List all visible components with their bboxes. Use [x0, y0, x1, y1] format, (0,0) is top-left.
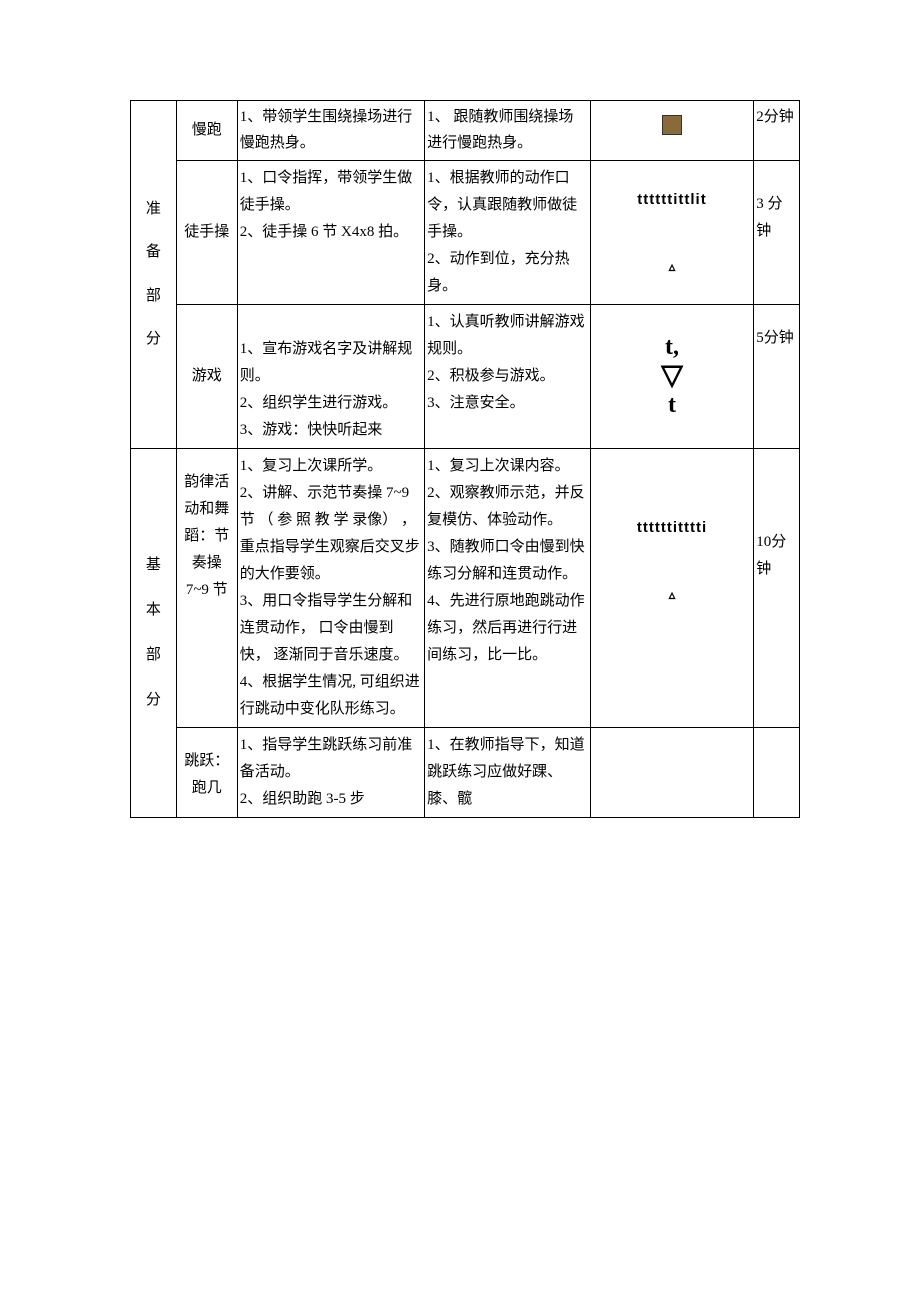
char: 分 — [133, 687, 174, 714]
t-bot: t — [593, 391, 751, 420]
square-icon — [662, 115, 682, 135]
activity-name: 游戏 — [176, 305, 237, 449]
formation-diagram — [590, 101, 753, 161]
formation-diagram — [590, 728, 753, 818]
char: 准 — [133, 197, 174, 223]
teacher-activity: 1、口令指挥，带领学生做徒手操。2、徒手操 6 节 X4x8 拍。 — [237, 161, 424, 305]
activity-name: 韵律活动和舞蹈：节奏操 7~9 节 — [176, 449, 237, 728]
document-page: 准 备 部 分 慢跑 1、带领学生围绕操场进行慢跑热身。 1、 跟随教师围绕操场… — [0, 0, 920, 868]
triangle-icon: ▵ — [593, 587, 751, 603]
row-warmup-game: 游戏 1、宣布游戏名字及讲解规则。2、组织学生进行游戏。3、游戏：快快听起来 1… — [131, 305, 800, 449]
student-activity: 1、复习上次课内容。2、观察教师示范，并反复模仿、体验动作。3、随教师口令由慢到… — [425, 449, 591, 728]
activity-name: 徒手操 — [176, 161, 237, 305]
row-warmup-jog: 准 备 部 分 慢跑 1、带领学生围绕操场进行慢跑热身。 1、 跟随教师围绕操场… — [131, 101, 800, 161]
section-label-prep: 准 备 部 分 — [131, 101, 177, 449]
formation-text: ttttttittlit — [593, 191, 751, 209]
row-warmup-calisthenics: 徒手操 1、口令指挥，带领学生做徒手操。2、徒手操 6 节 X4x8 拍。 1、… — [131, 161, 800, 305]
activity-name: 跳跃：跑几 — [176, 728, 237, 818]
lesson-plan-table: 准 备 部 分 慢跑 1、带领学生围绕操场进行慢跑热身。 1、 跟随教师围绕操场… — [130, 100, 800, 818]
student-activity: 1、在教师指导下，知道跳跃练习应做好踝、膝、髋 — [425, 728, 591, 818]
teacher-activity: 1、带领学生围绕操场进行慢跑热身。 — [237, 101, 424, 161]
formation-diagram: ttttttittlit ▵ — [590, 161, 753, 305]
formation-text: ttttttitttti — [593, 519, 751, 537]
triangle-icon: ▵ — [593, 259, 751, 275]
formation-diagram: t, ▽ t — [590, 305, 753, 449]
teacher-activity: 1、指导学生跳跃练习前准备活动。2、组织助跑 3-5 步 — [237, 728, 424, 818]
student-activity: 1、 跟随教师围绕操场进行慢跑热身。 — [425, 101, 591, 161]
char: 备 — [133, 240, 174, 266]
triangle-down-icon: ▽ — [661, 362, 683, 390]
teacher-activity: 1、宣布游戏名字及讲解规则。2、组织学生进行游戏。3、游戏：快快听起来 — [237, 305, 424, 449]
char: 部 — [133, 284, 174, 310]
char: 本 — [133, 597, 174, 624]
row-basic-jump: 跳跃：跑几 1、指导学生跳跃练习前准备活动。2、组织助跑 3-5 步 1、在教师… — [131, 728, 800, 818]
char: 部 — [133, 642, 174, 669]
duration: 3 分钟 — [754, 161, 800, 305]
duration: 10分钟 — [754, 449, 800, 728]
teacher-activity: 1、复习上次课所学。2、讲解、示范节奏操 7~9节 （ 参 照 教 学 录像） … — [237, 449, 424, 728]
t-top: t, — [593, 333, 751, 362]
duration: 2分钟 — [754, 101, 800, 161]
student-activity: 1、根据教师的动作口令，认真跟随教师做徒手操。2、动作到位，充分热身。 — [425, 161, 591, 305]
duration: 5分钟 — [754, 305, 800, 449]
row-basic-rhythm: 基 本 部 分 韵律活动和舞蹈：节奏操 7~9 节 1、复习上次课所学。2、讲解… — [131, 449, 800, 728]
section-label-basic: 基 本 部 分 — [131, 449, 177, 818]
char: 基 — [133, 552, 174, 579]
formation-diagram: ttttttitttti ▵ — [590, 449, 753, 728]
student-activity: 1、认真听教师讲解游戏规则。2、积极参与游戏。3、注意安全。 — [425, 305, 591, 449]
activity-name: 慢跑 — [176, 101, 237, 161]
char: 分 — [133, 327, 174, 353]
duration — [754, 728, 800, 818]
